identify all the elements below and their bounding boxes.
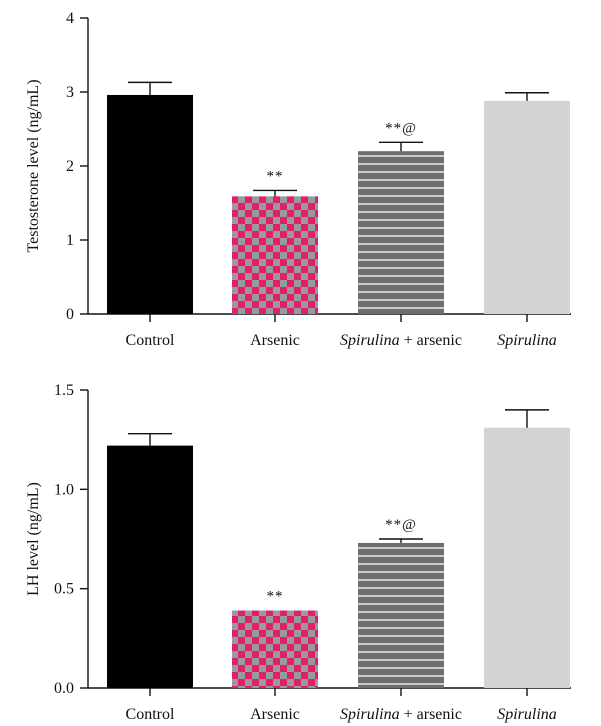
x-tick-label: Spirulina: [497, 332, 557, 349]
y-tick-label: 1.0: [54, 481, 74, 498]
x-tick-label-part: Arsenic: [250, 706, 300, 723]
x-tick-label-part: Spirulina: [340, 332, 400, 349]
x-tick-label: Arsenic: [250, 332, 300, 349]
bar: [107, 445, 193, 688]
x-tick-label: Spirulina: [497, 706, 557, 723]
x-tick-label: Spirulina + arsenic: [340, 332, 462, 349]
bar: [358, 542, 444, 688]
significance-label: **: [267, 589, 284, 605]
bar: [107, 94, 193, 315]
y-tick-label: 3: [66, 84, 74, 101]
y-tick-label: 0.0: [54, 680, 74, 697]
x-tick-label-part: Spirulina: [497, 706, 557, 723]
x-tick-label: Control: [126, 332, 175, 349]
y-tick-label: 1.5: [54, 382, 74, 399]
bar: [484, 100, 570, 314]
y-tick-label: 2: [66, 158, 74, 175]
y-tick-label: 0.5: [54, 581, 74, 598]
y-axis-label: Testosterone level (ng/mL): [25, 79, 42, 252]
lh-chart: 0.0 0.5 1.0 1.5 LH level (ng/mL) Control ** Ars…: [25, 382, 571, 723]
bar: [484, 427, 570, 688]
x-tick-label: Spirulina + arsenic: [340, 706, 462, 723]
x-tick-label-part: + arsenic: [400, 332, 462, 349]
x-tick-label-part: Control: [126, 706, 175, 723]
x-tick-label-part: Arsenic: [250, 332, 300, 349]
bar: [232, 610, 318, 688]
testosterone-chart: 0 1 2 3 4 Testosterone level (ng/mL) Control **…: [25, 10, 571, 349]
x-tick-label-part: Spirulina: [340, 706, 400, 723]
y-tick-label: 0: [66, 306, 74, 323]
y-tick-label: 1: [66, 232, 74, 249]
significance-label: **@: [385, 517, 417, 533]
bar: [358, 151, 444, 314]
significance-label: **@: [385, 120, 417, 136]
x-tick-label-part: + arsenic: [400, 706, 462, 723]
bar: [232, 196, 318, 314]
y-axis-label: LH level (ng/mL): [25, 482, 42, 596]
x-tick-label-part: Spirulina: [497, 332, 557, 349]
x-tick-label: Arsenic: [250, 706, 300, 723]
significance-label: **: [267, 168, 284, 184]
x-tick-label: Control: [126, 706, 175, 723]
x-tick-label-part: Control: [126, 332, 175, 349]
y-tick-label: 4: [66, 10, 74, 27]
